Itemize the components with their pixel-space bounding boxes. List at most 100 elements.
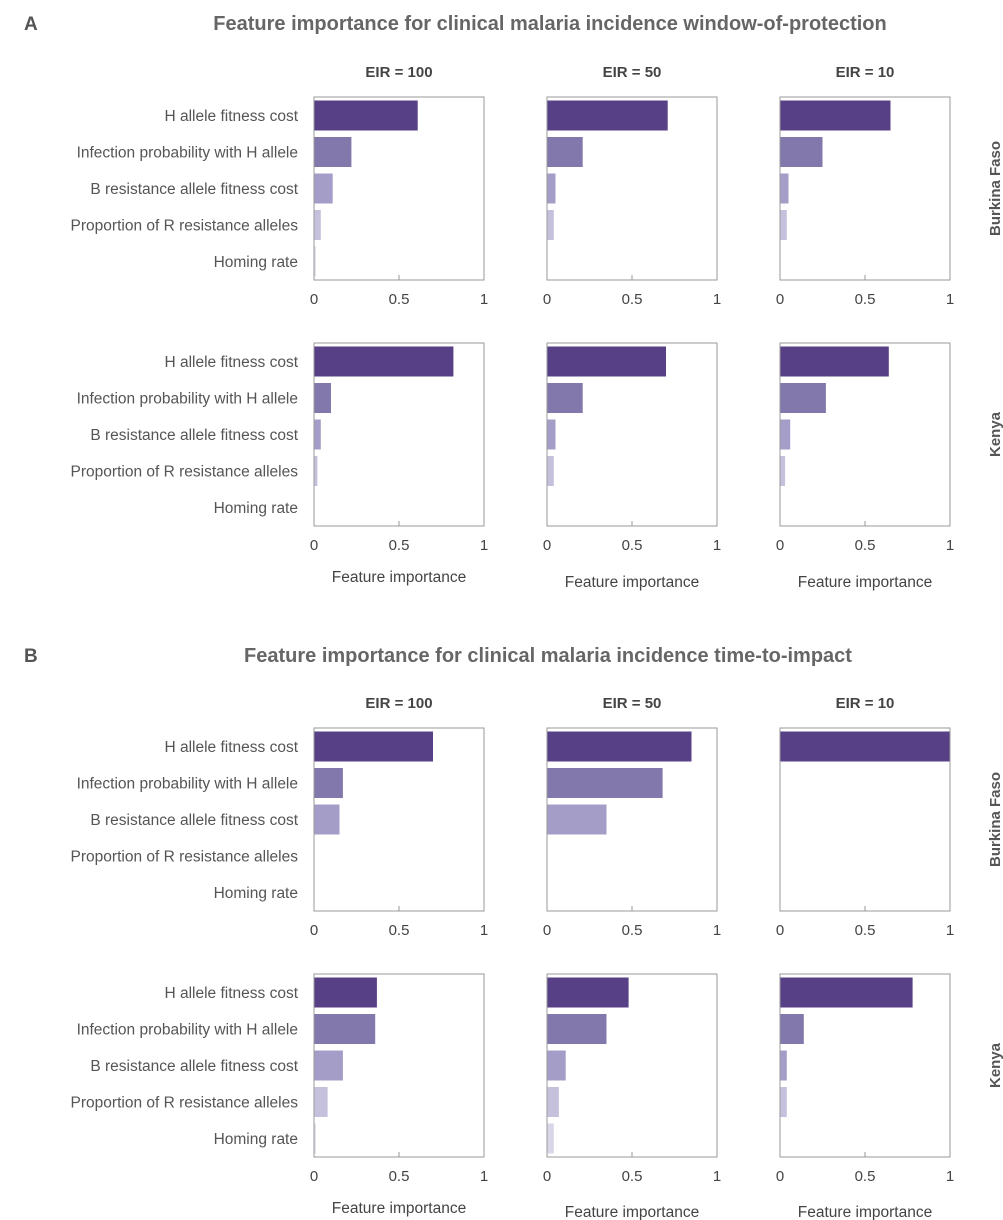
bar-h-allele-fitness-cost [780, 100, 891, 131]
subplot: 0 0.5 1 Feature importance [776, 973, 954, 1220]
bar-infection-probability-with-h-allele [314, 383, 331, 413]
x-tick-label: 0 [776, 1168, 784, 1185]
bar-homing-rate [314, 246, 316, 277]
x-tick-label: 0 [776, 537, 784, 554]
subplot: H allele fitness cost Infection probabili… [71, 342, 488, 586]
feature-label: Infection probability with H allele [77, 391, 298, 408]
feature-label: Infection probability with H allele [77, 145, 298, 162]
subplot: 0 0.5 1 [776, 96, 954, 308]
feature-label: B resistance allele fitness cost [90, 812, 298, 829]
bar-proportion-of-r-resistance-alleles [547, 210, 554, 240]
panel-b: B Feature importance for clinical malaria… [24, 645, 1003, 1220]
bar-infection-probability-with-h-allele [780, 383, 826, 413]
row-label: Kenya [987, 411, 1003, 457]
x-tick-label: 0 [310, 537, 318, 554]
bar-h-allele-fitness-cost [547, 731, 692, 762]
panel-a: A Feature importance for clinical malaria… [24, 13, 1003, 591]
x-tick-label: 0.5 [855, 922, 876, 939]
bar-proportion-of-r-resistance-alleles [780, 210, 787, 240]
x-tick-label: 1 [480, 922, 488, 939]
x-tick-label: 0 [776, 922, 784, 939]
bar-infection-probability-with-h-allele [314, 768, 343, 798]
x-tick-label: 0.5 [855, 537, 876, 554]
bar-b-resistance-allele-fitness-cost [547, 1050, 566, 1081]
panel-title: Feature importance for clinical malaria … [213, 13, 886, 35]
feature-label: Proportion of R resistance alleles [71, 1095, 299, 1112]
x-tick-label: 1 [713, 291, 721, 308]
subplot: 0 0.5 1 Feature importance [543, 973, 721, 1220]
x-tick-label: 0 [310, 291, 318, 308]
row-label: Burkina Faso [987, 772, 1003, 867]
column-header: EIR = 10 [836, 64, 895, 81]
column-header: EIR = 10 [836, 695, 895, 712]
bar-h-allele-fitness-cost [314, 731, 433, 762]
subplot: 0 0.5 1 Feature importance [776, 342, 954, 591]
x-tick-label: 0.5 [622, 922, 643, 939]
feature-label: Proportion of R resistance alleles [71, 464, 299, 481]
feature-label: Homing rate [214, 1131, 298, 1148]
x-axis-label: Feature importance [332, 1200, 466, 1217]
subplot: 0 0.5 1 [543, 727, 721, 939]
x-tick-label: 1 [713, 537, 721, 554]
x-tick-label: 0.5 [389, 922, 410, 939]
bar-h-allele-fitness-cost [314, 346, 454, 377]
bar-b-resistance-allele-fitness-cost [314, 1050, 343, 1081]
bar-h-allele-fitness-cost [780, 731, 950, 762]
bar-proportion-of-r-resistance-alleles [780, 456, 786, 486]
x-tick-label: 1 [946, 537, 954, 554]
bar-infection-probability-with-h-allele [547, 768, 663, 798]
bar-b-resistance-allele-fitness-cost [780, 173, 789, 204]
x-axis-label: Feature importance [565, 574, 699, 591]
feature-label: H allele fitness cost [164, 739, 298, 756]
row-label: Burkina Faso [987, 141, 1003, 236]
bar-h-allele-fitness-cost [780, 977, 913, 1008]
bar-proportion-of-r-resistance-alleles [547, 456, 554, 486]
bar-b-resistance-allele-fitness-cost [314, 173, 333, 204]
subplot: 0 0.5 1 Feature importance [543, 342, 721, 591]
x-tick-label: 1 [946, 291, 954, 308]
feature-label: Infection probability with H allele [77, 1022, 298, 1039]
x-tick-label: 1 [480, 537, 488, 554]
bar-b-resistance-allele-fitness-cost [547, 804, 607, 835]
bar-homing-rate [547, 1123, 554, 1154]
x-tick-label: 0.5 [622, 291, 643, 308]
subplot: H allele fitness cost Infection probabili… [71, 973, 488, 1217]
x-tick-label: 0 [310, 1168, 318, 1185]
bar-h-allele-fitness-cost [780, 346, 889, 377]
subplot: H allele fitness cost Infection probabili… [71, 727, 488, 939]
x-tick-label: 0 [543, 537, 551, 554]
x-tick-label: 0 [543, 922, 551, 939]
x-tick-label: 1 [713, 922, 721, 939]
x-tick-label: 0.5 [855, 1168, 876, 1185]
bar-homing-rate [314, 1123, 316, 1154]
bar-b-resistance-allele-fitness-cost [314, 419, 321, 450]
x-tick-label: 0 [543, 291, 551, 308]
x-tick-label: 0.5 [389, 291, 410, 308]
bar-proportion-of-r-resistance-alleles [314, 1087, 328, 1117]
bar-infection-probability-with-h-allele [547, 383, 583, 413]
feature-label: H allele fitness cost [164, 108, 298, 125]
row-label: Kenya [987, 1042, 1003, 1088]
bar-h-allele-fitness-cost [547, 100, 668, 131]
bar-h-allele-fitness-cost [314, 977, 377, 1008]
bar-h-allele-fitness-cost [314, 100, 418, 131]
subplot: H allele fitness cost Infection probabili… [71, 96, 488, 308]
x-axis-label: Feature importance [798, 1204, 932, 1220]
bar-proportion-of-r-resistance-alleles [547, 1087, 559, 1117]
panel-title: Feature importance for clinical malaria … [244, 645, 852, 667]
x-tick-label: 0 [776, 291, 784, 308]
bar-b-resistance-allele-fitness-cost [780, 1050, 787, 1081]
panel-letter: A [24, 14, 38, 35]
bar-infection-probability-with-h-allele [314, 137, 352, 167]
bar-b-resistance-allele-fitness-cost [780, 419, 791, 450]
x-tick-label: 1 [480, 1168, 488, 1185]
bar-infection-probability-with-h-allele [780, 1014, 804, 1044]
panel-letter: B [24, 646, 38, 667]
x-tick-label: 0 [543, 1168, 551, 1185]
x-tick-label: 0.5 [855, 291, 876, 308]
feature-label: Homing rate [214, 254, 298, 271]
x-tick-label: 1 [713, 1168, 721, 1185]
bar-b-resistance-allele-fitness-cost [547, 173, 556, 204]
x-axis-label: Feature importance [565, 1204, 699, 1220]
x-axis-label: Feature importance [798, 574, 932, 591]
